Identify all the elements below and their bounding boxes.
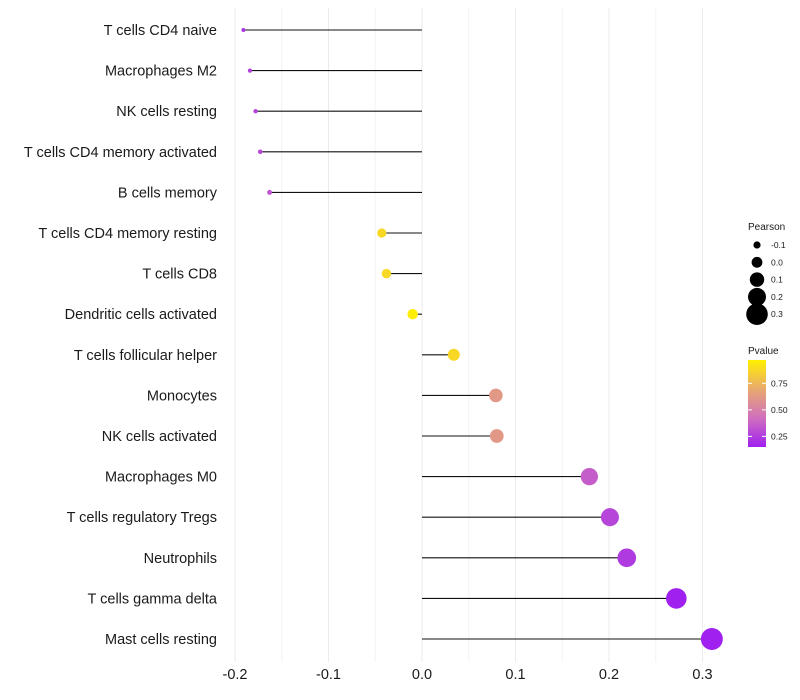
x-tick-label: 0.2	[599, 667, 619, 683]
pvalue-colorbar	[748, 360, 766, 447]
lollipop-points	[241, 28, 723, 650]
lollipop-point	[489, 429, 504, 443]
grid-lines	[234, 8, 703, 662]
x-tick-label: 0.3	[692, 667, 712, 683]
y-tick-label: Neutrophils	[144, 551, 217, 567]
x-tick-label: 0.1	[505, 667, 525, 683]
lollipop-point	[377, 228, 387, 238]
lollipop-point	[257, 149, 263, 155]
lollipop-point	[241, 28, 246, 32]
lollipop-stems	[243, 29, 712, 640]
lollipop-point	[600, 508, 619, 527]
y-tick-label: Macrophages M2	[105, 64, 217, 80]
pearson-legend-key	[753, 241, 761, 249]
y-tick-label: T cells CD4 naive	[104, 23, 217, 39]
pearson-legend-label: 0.3	[771, 309, 783, 319]
pearson-legend-key	[748, 287, 766, 306]
lollipop-point	[617, 548, 637, 568]
lollipop-point	[700, 628, 723, 650]
lollipop-point	[381, 268, 392, 279]
y-tick-label: Dendritic cells activated	[65, 307, 217, 323]
pearson-legend-title: Pearson	[748, 222, 785, 233]
lollipop-point	[489, 388, 503, 403]
y-tick-label: T cells gamma delta	[88, 591, 218, 607]
lollipop-point	[447, 348, 460, 361]
y-tick-label: NK cells activated	[102, 429, 217, 445]
y-tick-label: T cells CD8	[142, 267, 217, 283]
pearson-size-legend: Pearson -0.1 0.0 0.1 0.2 0.3	[746, 222, 786, 326]
lollipop-point	[407, 308, 418, 320]
pearson-legend-key	[746, 303, 768, 326]
pvalue-legend-label: 0.25	[771, 431, 788, 441]
lollipop-point	[666, 588, 687, 609]
y-tick-label: B cells memory	[118, 185, 218, 201]
pearson-legend-label: 0.0	[771, 257, 783, 267]
y-tick-label: Macrophages M0	[105, 470, 217, 486]
y-tick-label: NK cells resting	[116, 104, 217, 120]
pearson-legend-key	[749, 272, 765, 287]
x-tick-labels: -0.2 -0.1 0.0 0.1 0.2 0.3	[223, 667, 713, 683]
lollipop-point	[267, 189, 273, 195]
y-tick-labels: T cells CD4 naive Macrophages M2 NK cells …	[24, 23, 218, 648]
pvalue-legend-label: 0.50	[771, 405, 788, 415]
pvalue-legend-label: 0.75	[771, 378, 788, 388]
x-tick-label: -0.1	[316, 667, 341, 683]
pearson-legend-key	[751, 256, 763, 268]
pvalue-color-legend: Pvalue 0.75 0.50 0.25	[748, 346, 788, 447]
pearson-legend-label: 0.1	[771, 275, 783, 285]
x-tick-label: 0.0	[412, 667, 432, 683]
y-tick-label: T cells CD4 memory resting	[38, 226, 217, 242]
pearson-legend-label: -0.1	[771, 240, 786, 250]
y-tick-label: Monocytes	[147, 388, 217, 404]
x-tick-label: -0.2	[223, 667, 248, 683]
lollipop-point	[580, 467, 598, 486]
lollipop-point	[247, 68, 253, 73]
y-tick-label: Mast cells resting	[105, 632, 217, 648]
y-tick-label: T cells regulatory Tregs	[67, 510, 217, 526]
lollipop-point	[253, 109, 258, 114]
pearson-legend-label: 0.2	[771, 292, 783, 302]
pvalue-legend-title: Pvalue	[748, 346, 779, 357]
y-tick-label: T cells CD4 memory activated	[24, 145, 217, 161]
y-tick-label: T cells follicular helper	[74, 348, 217, 364]
